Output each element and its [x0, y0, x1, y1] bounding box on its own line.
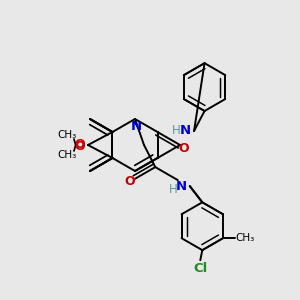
Text: CH₃: CH₃ [236, 233, 255, 243]
Text: O: O [75, 140, 85, 152]
Text: CH₃: CH₃ [57, 130, 76, 140]
Text: O: O [125, 175, 135, 188]
Text: O: O [179, 142, 189, 154]
Text: O: O [75, 137, 85, 151]
Text: N: N [179, 124, 191, 137]
Text: N: N [130, 119, 142, 133]
Text: N: N [176, 180, 187, 193]
Text: Cl: Cl [193, 262, 207, 275]
Text: H: H [172, 124, 180, 137]
Text: H: H [168, 183, 177, 196]
Text: CH₃: CH₃ [57, 150, 76, 160]
